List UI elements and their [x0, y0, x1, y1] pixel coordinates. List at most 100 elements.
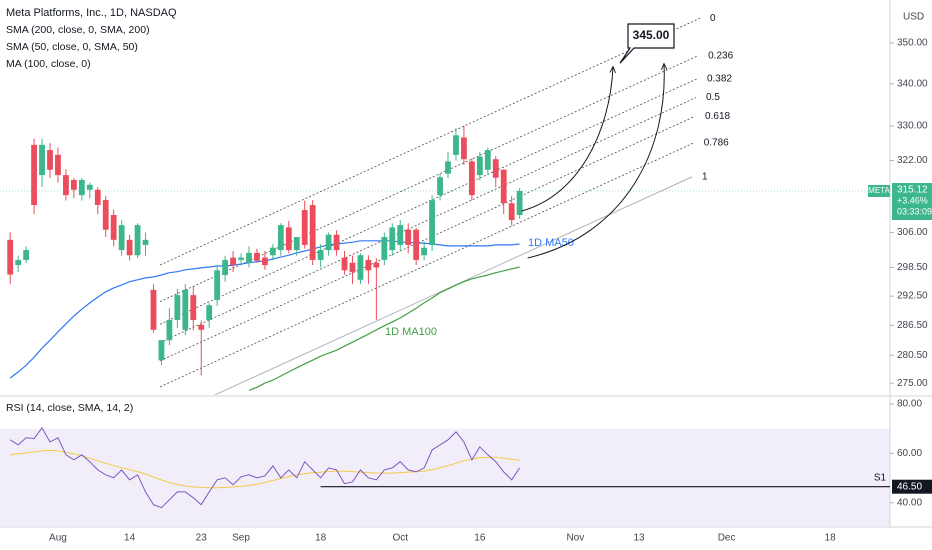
target-label: 345.00	[633, 28, 670, 42]
y-tick-label: 322.00	[897, 155, 928, 166]
fib-line	[159, 115, 696, 362]
fib-label: 0	[710, 13, 716, 24]
x-tick-label: Sep	[232, 533, 250, 544]
x-tick-label: 14	[124, 533, 136, 544]
candle-body	[365, 259, 372, 271]
support-tag-label: 46.50	[897, 481, 922, 492]
candle-body	[238, 257, 244, 260]
y-tick-label: 330.00	[897, 121, 928, 132]
x-tick-label: Aug	[49, 533, 67, 544]
candle-body	[63, 175, 69, 196]
indicator-legend: SMA (50, close, 0, SMA, 50)	[6, 41, 138, 53]
candle-body	[86, 184, 93, 190]
candle-body	[269, 247, 276, 256]
y-tick-label: 306.00	[897, 227, 928, 238]
candle-body	[166, 319, 173, 341]
candle-body	[301, 210, 308, 245]
candle-body	[158, 340, 165, 361]
fib-label: 0.236	[708, 50, 733, 61]
candle-body	[341, 257, 348, 271]
rsi-title: RSI (14, close, SMA, 14, 2)	[6, 402, 133, 414]
y-tick-label: 292.50	[897, 291, 928, 302]
fib-line	[159, 17, 701, 266]
x-tick-label: 18	[825, 533, 837, 544]
candle-body	[476, 156, 483, 176]
symbol-tag	[868, 185, 890, 198]
candle-body	[150, 289, 157, 330]
candle-body	[222, 259, 229, 276]
ma-label: 1D MA50	[528, 237, 574, 249]
candle-body	[182, 289, 189, 330]
target-arrow	[527, 64, 665, 259]
ma-line	[248, 266, 520, 391]
candle-body	[405, 229, 412, 245]
candle-body	[484, 150, 491, 170]
candle-body	[262, 257, 268, 266]
price-tag-change: +3.46%	[897, 195, 928, 205]
candle-body	[349, 262, 356, 273]
candle-body	[55, 154, 61, 176]
candle-body	[31, 144, 37, 206]
candle-body	[325, 234, 332, 251]
x-tick-label: 23	[196, 533, 208, 544]
currency: USD	[903, 12, 924, 23]
x-tick-label: Oct	[392, 533, 408, 544]
candle-body	[94, 189, 101, 206]
candle-body	[47, 150, 53, 170]
price-pane	[0, 17, 890, 395]
candle-body	[381, 237, 388, 260]
fib-label: 1	[702, 172, 708, 183]
rsi-band	[0, 428, 890, 526]
chart-title: Meta Platforms, Inc., 1D, NASDAQ	[6, 7, 177, 19]
price-tag-label: 315.12	[897, 185, 928, 196]
candle-body	[23, 250, 30, 260]
candle-body	[445, 161, 451, 174]
candle-body	[126, 239, 133, 256]
candle-body	[317, 250, 324, 260]
candle-body	[134, 225, 141, 256]
candle-body	[254, 252, 260, 261]
fib-line	[159, 55, 699, 302]
x-tick-label: 13	[633, 533, 645, 544]
candle-body	[230, 257, 236, 266]
candle-body	[70, 179, 77, 190]
candle-body	[468, 161, 475, 196]
candle-body	[421, 247, 428, 256]
x-tick-label: Nov	[566, 533, 584, 544]
fib-line	[159, 97, 697, 343]
y-tick-label: 286.50	[897, 320, 928, 331]
candle-body	[397, 225, 404, 245]
candle-body	[500, 169, 507, 204]
candle-body	[142, 239, 149, 245]
candle-body	[461, 137, 467, 160]
candle-body	[174, 295, 181, 320]
rsi-line	[9, 426, 521, 509]
x-tick-label: 18	[315, 533, 327, 544]
candle-body	[190, 295, 197, 320]
rsi-pane	[0, 426, 890, 526]
y-tick-label: 40.00	[897, 497, 922, 508]
candle-body	[214, 270, 221, 300]
fib-label: 0.786	[704, 138, 729, 149]
candle-body	[110, 215, 117, 240]
x-tick-label: 16	[474, 533, 486, 544]
y-tick-label: 280.50	[897, 350, 928, 361]
candle-body	[492, 159, 499, 178]
ma-label: 1D MA100	[385, 326, 437, 338]
candle-body	[357, 255, 364, 280]
candle-body	[206, 305, 213, 320]
fib-label: 0.5	[706, 92, 720, 103]
y-tick-label: 298.50	[897, 262, 928, 273]
fib-line	[213, 176, 693, 395]
candle-body	[285, 227, 292, 251]
candle-body	[15, 259, 22, 266]
candle-body	[389, 227, 396, 251]
target-box	[619, 23, 675, 64]
fib-line	[159, 78, 698, 325]
candle-body	[309, 205, 316, 260]
rsi-line	[10, 449, 520, 489]
candle-body	[373, 262, 380, 268]
candle-body	[118, 225, 125, 251]
